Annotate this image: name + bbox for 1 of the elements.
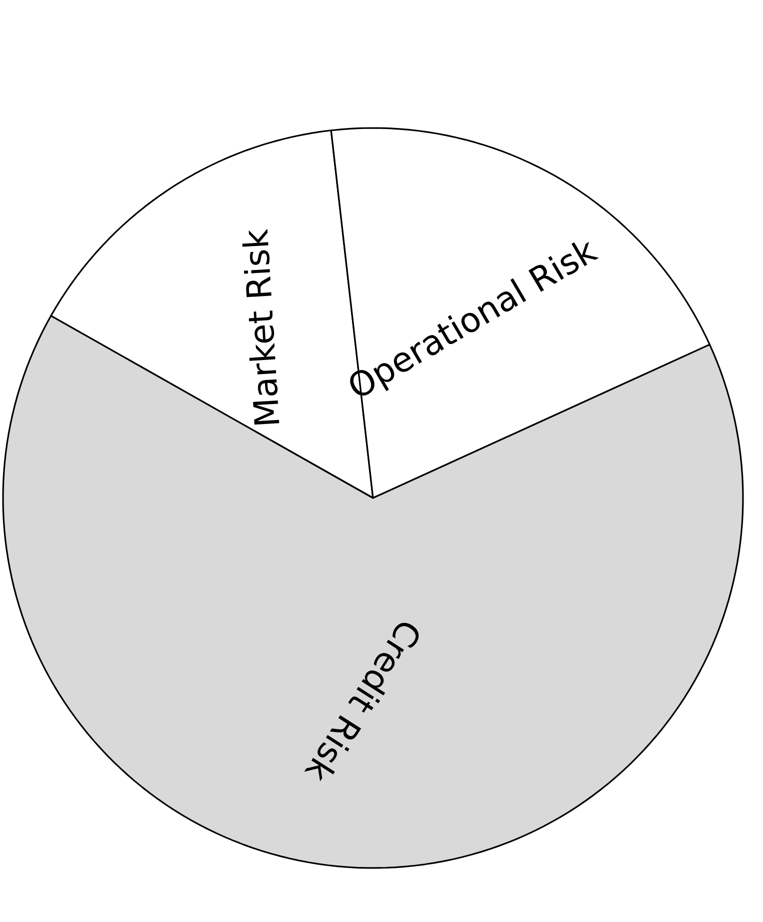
slice-label: Market Risk xyxy=(242,228,280,425)
